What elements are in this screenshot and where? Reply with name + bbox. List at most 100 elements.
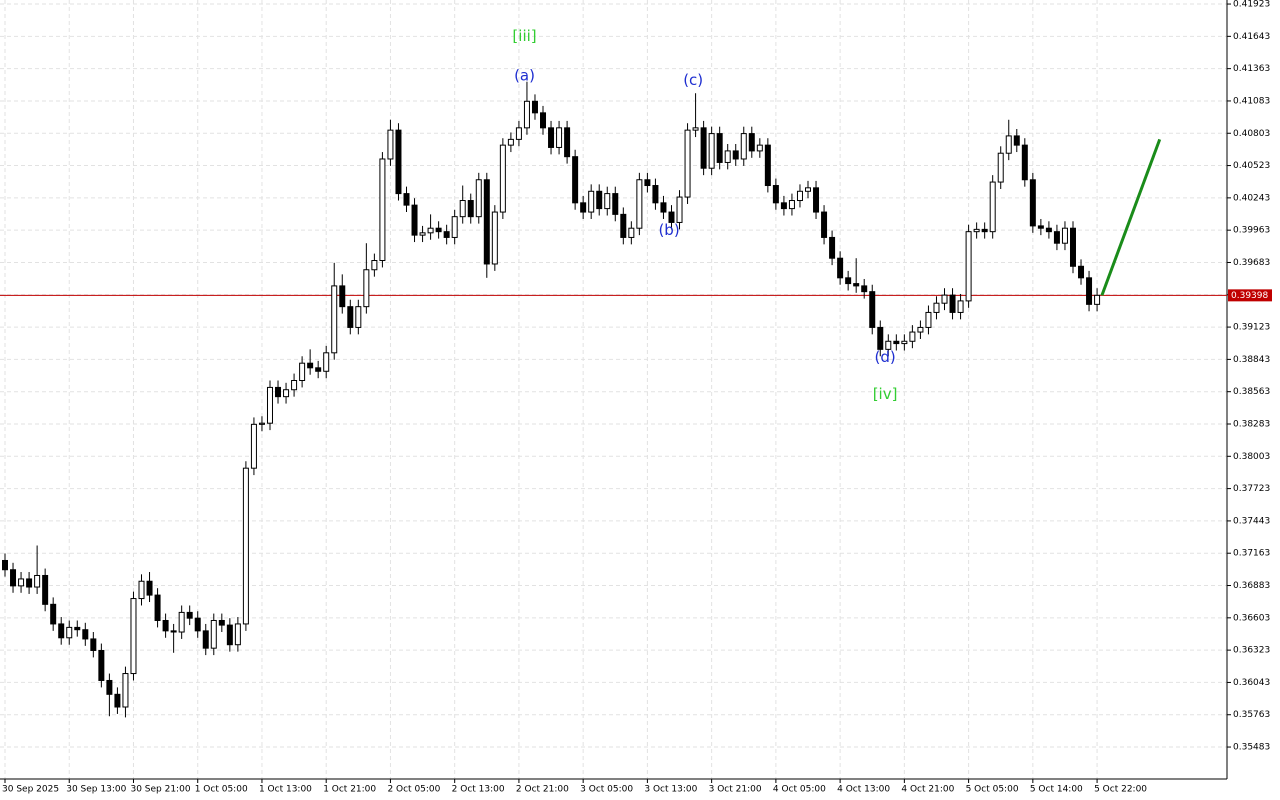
x-tick-label: 1 Oct 13:00 [259, 785, 312, 795]
candle-body [186, 611, 193, 619]
candle-body [331, 285, 338, 354]
candle-body [628, 227, 635, 238]
wave-label: (d) [874, 348, 895, 366]
candle-body [1029, 179, 1036, 227]
candle-body [266, 386, 273, 424]
wave-label: (c) [683, 71, 703, 89]
candle-body [732, 150, 739, 160]
candle-body [2, 559, 8, 571]
candle-body [291, 380, 298, 391]
candle-body [1078, 265, 1085, 279]
wave-label: (b) [658, 221, 679, 239]
wave-label: [iii] [512, 27, 536, 45]
candle-body [877, 326, 884, 350]
candle-body [507, 138, 514, 146]
x-tick-label: 4 Oct 21:00 [901, 785, 954, 795]
candle-body [523, 100, 530, 129]
x-tick-label: 2 Oct 13:00 [452, 785, 505, 795]
candle-body [419, 232, 426, 236]
candle-body [315, 367, 322, 372]
y-tick-label: 0.35763 [1233, 710, 1270, 720]
x-tick-label: 30 Sep 13:00 [66, 785, 126, 795]
candle-body [724, 150, 731, 163]
candle-body [684, 129, 691, 198]
candle-body [1005, 135, 1012, 154]
candle-body [242, 467, 249, 625]
candle-body [949, 294, 956, 313]
candle-body [403, 193, 410, 206]
candle-body [299, 362, 306, 382]
candle-body [756, 144, 763, 152]
candle-body [130, 598, 137, 675]
x-tick-label: 1 Oct 05:00 [195, 785, 248, 795]
candle-body [226, 624, 233, 646]
candle-body [869, 291, 876, 328]
candle-body [837, 257, 844, 279]
candle-body [772, 185, 779, 204]
candle-body [596, 190, 603, 210]
candle-body [1069, 227, 1076, 267]
y-tick-label: 0.40523 [1233, 161, 1270, 171]
x-tick-label: 3 Oct 13:00 [644, 785, 697, 795]
candle-body [499, 144, 506, 213]
candle-body [82, 629, 89, 640]
candle-body [1037, 225, 1044, 229]
candle-body [1061, 227, 1068, 244]
candle-body [572, 156, 579, 204]
candle-body [716, 133, 723, 163]
candle-body [387, 129, 394, 160]
candle-body [491, 211, 498, 265]
candle-body [18, 578, 25, 587]
candle-body [917, 326, 924, 333]
x-tick-label: 5 Oct 22:00 [1094, 785, 1147, 795]
candle-body [363, 269, 370, 308]
candle-body [805, 187, 811, 192]
candle-body [483, 179, 490, 265]
candle-body [1086, 277, 1093, 305]
y-tick-label: 0.38003 [1233, 452, 1270, 462]
candle-body [740, 133, 747, 160]
candle-body [283, 389, 290, 398]
candle-body [1053, 231, 1060, 244]
price-label: 0.39398 [1231, 291, 1268, 301]
y-tick-label: 0.38563 [1233, 387, 1270, 397]
candle-body [427, 227, 434, 234]
candle-body [323, 352, 330, 372]
candle-body [636, 179, 643, 229]
candle-body [788, 200, 795, 210]
y-tick-label: 0.36603 [1233, 613, 1270, 623]
candle-body [10, 569, 17, 587]
candle-body [275, 386, 282, 398]
candle-body [58, 623, 65, 639]
candle-body [829, 236, 836, 259]
forecast-line [1100, 138, 1162, 296]
candle-body [989, 181, 996, 233]
wave-label: (a) [514, 66, 535, 84]
candle-body [355, 306, 362, 328]
candle-body [162, 619, 169, 632]
candle-body [588, 190, 595, 213]
candle-body [1021, 144, 1028, 181]
candle-body [853, 283, 860, 287]
y-tick-label: 0.38283 [1233, 419, 1270, 429]
candle-body [965, 231, 972, 302]
candle-body [933, 302, 940, 313]
candle-body [218, 619, 225, 626]
y-tick-label: 0.41643 [1233, 32, 1270, 42]
candle-body [813, 187, 820, 213]
x-tick-label: 30 Sep 21:00 [130, 785, 190, 795]
candle-body [700, 127, 707, 169]
candle-body [1013, 135, 1020, 146]
y-tick-label: 0.37723 [1233, 484, 1270, 494]
candle-body [644, 179, 651, 187]
candle-body [620, 213, 627, 238]
candle-body [467, 200, 474, 218]
candle-body [250, 423, 257, 469]
x-tick-label: 2 Oct 05:00 [387, 785, 440, 795]
candle-body [845, 277, 852, 285]
y-tick-label: 0.37163 [1233, 549, 1270, 559]
candle-body [668, 211, 675, 223]
x-tick-label: 3 Oct 21:00 [709, 785, 762, 795]
candle-body [604, 193, 611, 210]
candle-body [748, 133, 755, 152]
